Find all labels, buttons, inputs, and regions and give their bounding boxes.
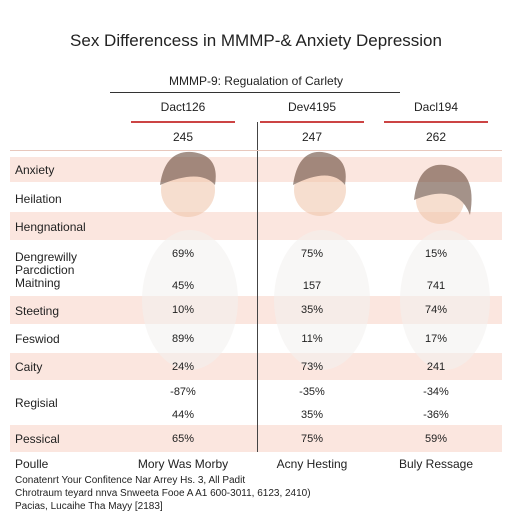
row-band bbox=[10, 425, 502, 452]
cell-value: 74% bbox=[424, 304, 448, 316]
row-label: Maitning bbox=[15, 275, 61, 290]
cell-value: 89% bbox=[171, 332, 195, 345]
cell-value: 59% bbox=[424, 432, 448, 445]
footer-cell: Acny Hesting bbox=[276, 457, 348, 471]
row-band bbox=[10, 212, 502, 240]
footer-label: Poulle bbox=[15, 457, 49, 471]
cell-value: 75% bbox=[300, 248, 324, 260]
cell-value: 69% bbox=[171, 248, 195, 260]
row-label: Dengrewilly bbox=[15, 249, 78, 264]
cell-value: 10% bbox=[171, 304, 195, 316]
row-label: Pessical bbox=[15, 432, 60, 446]
cell-value: -36% bbox=[423, 409, 449, 421]
row-label: Feswiod bbox=[15, 332, 60, 346]
count: 245 bbox=[172, 130, 194, 144]
cell-value: 241 bbox=[426, 360, 446, 373]
cell-value: 15% bbox=[424, 248, 448, 260]
footer-cell: Mory Was Morby bbox=[137, 457, 229, 471]
row-label: Caity bbox=[15, 360, 43, 374]
footnote: Chrotraum teyard nnva Snweeta Fooe A A1 … bbox=[15, 488, 311, 499]
cell-value: 73% bbox=[300, 360, 324, 373]
header-rule bbox=[260, 121, 364, 123]
footnote: Pacias, Lucaihe Tha Mayy [2183] bbox=[15, 501, 163, 512]
cell-value: 75% bbox=[300, 432, 324, 445]
cell-value: 35% bbox=[300, 304, 324, 316]
footnote: Conatenrt Your Confitence Nar Arrey Hs. … bbox=[15, 475, 246, 486]
cell-value: 65% bbox=[171, 432, 195, 445]
title: Sex Differencess in MMMP-& Anxiety Depre… bbox=[70, 31, 442, 50]
column-header: Dacl194 bbox=[413, 100, 459, 114]
cell-value: 44% bbox=[171, 409, 195, 421]
cell-value: -87% bbox=[170, 386, 196, 398]
cell-value: 17% bbox=[424, 332, 448, 345]
row-label: Regisial bbox=[15, 396, 58, 410]
row-label: Hengnational bbox=[15, 219, 86, 234]
cell-value: -35% bbox=[299, 386, 325, 398]
row-label: Heilation bbox=[15, 191, 62, 206]
column-header: Dev4195 bbox=[287, 100, 337, 114]
cell-value: 24% bbox=[171, 360, 195, 373]
header-rule bbox=[384, 121, 488, 123]
count: 247 bbox=[301, 130, 323, 144]
footer-cell: Buly Ressage bbox=[398, 457, 474, 471]
header-rule bbox=[131, 121, 235, 123]
row-label: Steeting bbox=[15, 303, 60, 318]
cell-value: 741 bbox=[426, 280, 446, 292]
count: 262 bbox=[425, 130, 447, 144]
rule bbox=[110, 92, 400, 93]
row-label: Anxiety bbox=[15, 163, 55, 177]
top-rule bbox=[10, 150, 502, 151]
divider bbox=[257, 122, 258, 452]
cell-value: 11% bbox=[301, 332, 323, 345]
subtitle: MMMP-9: Regualation of Carlety bbox=[168, 74, 344, 88]
column-header: Dact126 bbox=[160, 100, 206, 114]
cell-value: -34% bbox=[423, 386, 449, 398]
cell-value: 157 bbox=[302, 280, 322, 292]
row-label: Parcdiction bbox=[15, 262, 75, 277]
cell-value: 45% bbox=[171, 280, 195, 292]
cell-value: 35% bbox=[300, 409, 324, 421]
